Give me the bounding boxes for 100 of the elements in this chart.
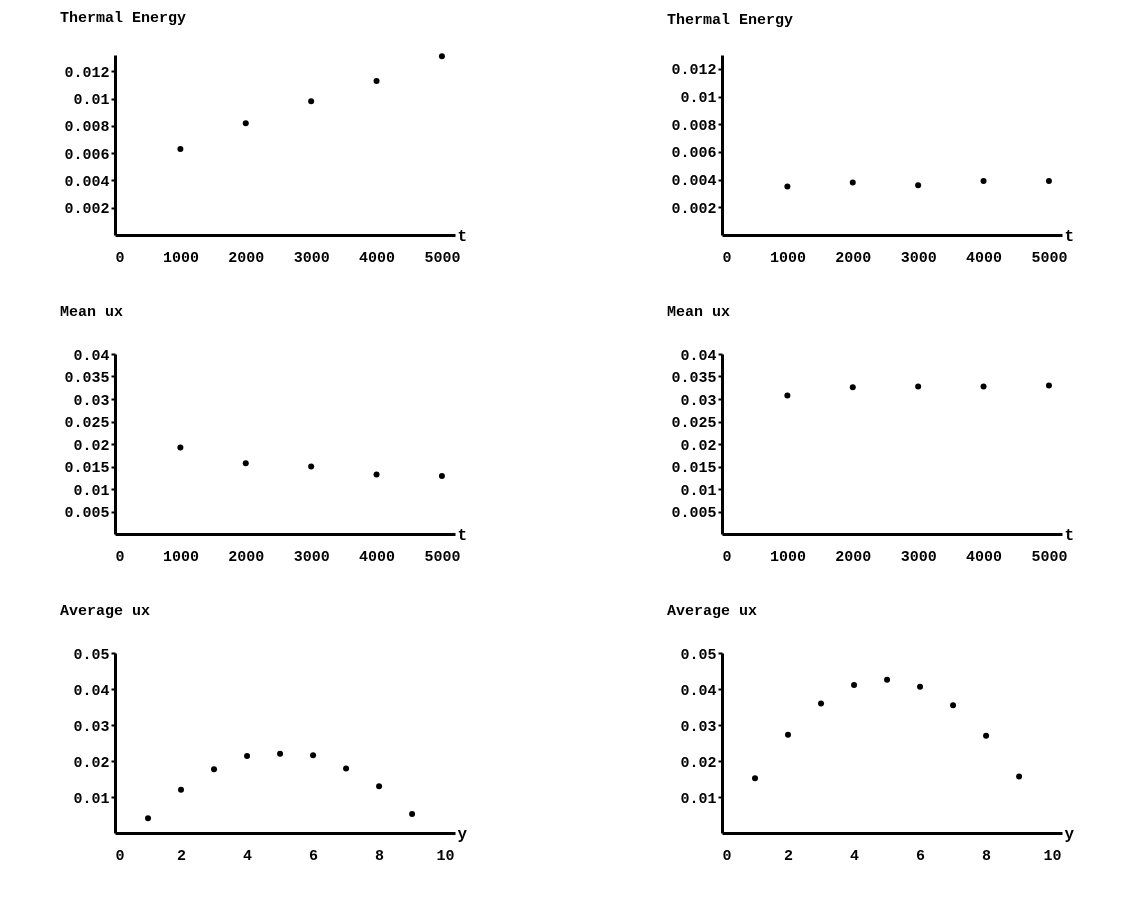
- x-tick-label: 4: [243, 847, 253, 865]
- y-tick-label: 0.004: [64, 173, 110, 191]
- x-tick-label: 3000: [900, 249, 937, 267]
- x-tick-label: 5000: [424, 249, 461, 267]
- y-tick-label: 0.035: [671, 370, 717, 387]
- point: [308, 98, 315, 105]
- chart-title: Mean ux: [60, 304, 124, 321]
- x-tick-label: 2000: [835, 548, 872, 566]
- point: [884, 676, 891, 683]
- point: [242, 460, 249, 467]
- x-tick-label: 4000: [966, 249, 1003, 267]
- y-tick-label: 0.015: [671, 460, 717, 477]
- x-tick-label: 0: [115, 847, 125, 865]
- point: [178, 786, 185, 793]
- y-tick-label: 0.002: [671, 200, 717, 218]
- x-tick-label: 4000: [359, 548, 396, 566]
- x-tick-label: 3000: [900, 548, 937, 566]
- y-tick-label: 0.05: [680, 646, 717, 664]
- point: [851, 682, 858, 689]
- y-tick-label: 0.01: [73, 790, 110, 808]
- x-tick-label: 4000: [359, 249, 396, 267]
- x-axis-title: y: [1064, 825, 1075, 844]
- x-tick-label: 8: [375, 847, 385, 865]
- chart-title: Thermal Energy: [60, 10, 187, 28]
- x-tick-label: 5000: [1031, 548, 1068, 566]
- x-tick-label: 6: [309, 847, 319, 865]
- y-tick-label: 0.01: [680, 482, 717, 500]
- y-tick-label: 0.03: [73, 718, 110, 736]
- y-tick-label: 0.01: [73, 92, 110, 110]
- x-axis-title: t: [1064, 526, 1075, 545]
- point: [373, 77, 380, 84]
- x-axis-title: t: [457, 526, 468, 545]
- point: [950, 702, 957, 709]
- point: [376, 783, 383, 790]
- point: [211, 766, 218, 773]
- x-axis-title: t: [457, 227, 468, 246]
- y-tick-label: 0.012: [671, 62, 717, 80]
- y-tick-label: 0.04: [73, 682, 110, 700]
- x-tick-label: 2: [177, 847, 187, 865]
- x-tick-label: 6: [916, 847, 926, 865]
- point: [1016, 773, 1023, 780]
- x-tick-label: 0: [115, 249, 125, 267]
- point: [1045, 382, 1052, 389]
- y-tick-label: 0.005: [64, 505, 110, 522]
- x-tick-label: 0: [722, 847, 732, 865]
- y-tick-label: 0.012: [64, 64, 110, 82]
- y-tick-label: 0.025: [671, 415, 717, 432]
- point: [409, 810, 416, 817]
- y-tick-label: 0.05: [73, 646, 110, 664]
- chart-title: Mean ux: [667, 304, 731, 321]
- y-tick-label: 0.02: [680, 437, 717, 455]
- point: [818, 700, 825, 707]
- point: [145, 815, 152, 822]
- y-tick-label: 0.005: [671, 505, 717, 522]
- x-tick-label: 1000: [162, 249, 199, 267]
- point: [980, 383, 987, 390]
- y-tick-label: 0.04: [680, 347, 717, 365]
- point: [983, 732, 990, 739]
- x-tick-label: 0: [722, 249, 732, 267]
- y-tick-label: 0.008: [64, 119, 110, 137]
- y-tick-label: 0.035: [64, 370, 110, 387]
- y-tick-label: 0.002: [64, 201, 110, 219]
- y-tick-label: 0.008: [671, 117, 717, 135]
- point: [244, 752, 251, 759]
- point: [177, 444, 184, 451]
- y-tick-label: 0.006: [671, 145, 717, 163]
- point: [917, 683, 924, 690]
- x-tick-label: 2000: [228, 249, 265, 267]
- y-tick-label: 0.01: [680, 90, 717, 108]
- x-tick-label: 3000: [293, 249, 330, 267]
- y-tick-label: 0.025: [64, 415, 110, 432]
- point: [343, 765, 350, 772]
- x-tick-label: 4000: [966, 548, 1003, 566]
- point: [438, 472, 445, 479]
- point: [242, 120, 249, 127]
- point: [785, 731, 792, 738]
- point: [310, 752, 317, 759]
- x-tick-label: 5000: [424, 548, 461, 566]
- y-tick-label: 0.02: [680, 754, 717, 772]
- y-tick-label: 0.03: [73, 392, 110, 410]
- y-tick-label: 0.04: [680, 682, 717, 700]
- x-tick-label: 4: [850, 847, 860, 865]
- x-tick-label: 5000: [1031, 249, 1068, 267]
- y-tick-label: 0.02: [73, 437, 110, 455]
- point: [438, 53, 445, 60]
- y-tick-label: 0.004: [671, 173, 717, 191]
- x-tick-label: 0: [115, 548, 125, 566]
- x-axis-title: t: [1064, 227, 1075, 246]
- x-tick-label: 8: [982, 847, 992, 865]
- point: [752, 775, 759, 782]
- x-tick-label: 1000: [769, 249, 806, 267]
- x-tick-label: 2000: [835, 249, 872, 267]
- point: [373, 471, 380, 478]
- y-tick-label: 0.015: [64, 460, 110, 477]
- x-tick-label: 3000: [293, 548, 330, 566]
- point: [177, 146, 184, 153]
- x-tick-label: 10: [1043, 847, 1062, 865]
- x-tick-label: 2: [784, 847, 794, 865]
- y-tick-label: 0.03: [680, 718, 717, 736]
- y-tick-label: 0.03: [680, 392, 717, 410]
